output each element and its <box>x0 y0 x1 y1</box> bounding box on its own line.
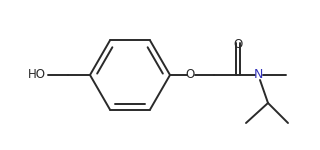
Text: O: O <box>185 69 195 81</box>
Text: O: O <box>233 38 243 51</box>
Text: HO: HO <box>28 69 46 81</box>
Text: N: N <box>253 69 263 81</box>
